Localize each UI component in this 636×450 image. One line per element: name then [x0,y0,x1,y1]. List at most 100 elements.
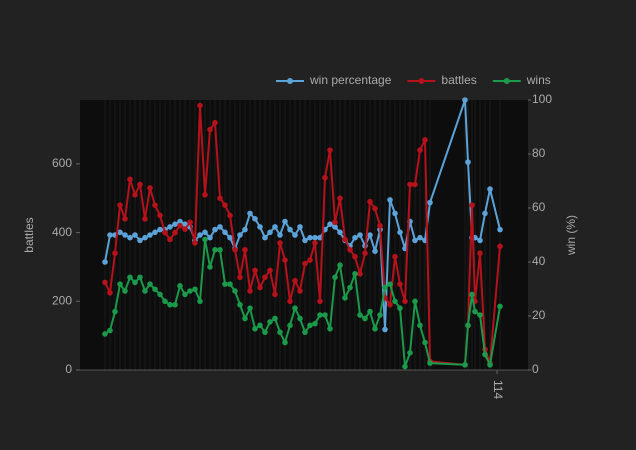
data-point [322,174,328,181]
data-point [392,298,398,305]
data-point [142,288,148,294]
data-point [392,210,398,217]
data-point [372,325,378,332]
data-point [292,305,298,311]
data-point [412,237,418,244]
data-point [487,362,493,368]
y2-tick-label: 80 [532,146,546,160]
data-point [402,363,408,370]
data-point [107,289,113,296]
legend-marker [418,78,425,84]
data-point [422,339,428,346]
data-point [117,229,123,236]
data-point [332,219,338,226]
y-tick-label: 400 [52,225,72,239]
data-point [312,234,318,241]
data-point [202,192,208,198]
data-point [172,301,178,308]
data-point [202,236,208,243]
data-point [232,246,238,253]
data-point [357,312,363,318]
data-point [497,303,503,310]
data-point [332,274,338,281]
data-point [327,221,333,227]
data-point [247,288,253,294]
data-point [257,284,263,291]
data-point [312,320,318,327]
data-point [412,181,418,188]
data-point [427,199,433,206]
data-point [347,246,353,253]
data-point [477,312,483,318]
data-point [352,253,358,260]
data-point [152,202,158,208]
data-point [237,274,243,281]
data-point [292,277,298,284]
data-point [397,229,403,236]
data-point [247,210,253,217]
data-point [167,301,173,308]
y-tick-label: 600 [52,156,72,170]
data-point [382,326,388,333]
data-point [272,224,278,230]
data-point [462,362,468,368]
legend-label: win percentage [309,73,392,87]
data-point [242,226,248,233]
data-point [342,236,348,243]
data-point [392,253,398,260]
data-point [327,147,333,153]
data-point [362,250,368,257]
data-point [312,240,318,246]
data-point [102,259,108,265]
data-point [197,102,203,109]
data-point [367,308,373,315]
data-point [242,315,248,322]
data-point [337,229,343,236]
data-point [177,218,183,225]
y-tick-label: 200 [52,293,72,307]
data-point [277,240,283,246]
data-point [282,339,288,346]
data-point [237,301,243,308]
data-point [207,126,213,133]
y2-axis-label: win (%) [564,215,578,256]
data-point [307,234,313,241]
data-point [337,262,343,269]
data-point [307,322,313,329]
data-point [422,137,428,143]
data-point [227,212,233,219]
data-point [465,159,471,165]
data-point [372,205,378,212]
data-point [222,202,228,208]
data-point [347,284,353,291]
data-point [469,202,475,208]
data-point [237,232,243,238]
data-point [352,271,358,277]
data-point [302,237,308,244]
data-point [477,250,483,257]
data-point [282,257,288,263]
data-point [252,267,258,274]
data-point [257,224,263,230]
data-point [127,234,133,241]
data-point [497,243,503,250]
data-point [267,229,273,236]
data-point [187,288,193,294]
data-point [137,237,143,244]
data-point [262,329,268,336]
data-point [287,298,293,305]
data-point [217,224,223,230]
data-point [137,274,143,281]
data-point [137,181,143,188]
legend-marker [503,78,510,84]
data-point [462,97,468,103]
data-point [387,281,393,287]
data-point [362,315,368,322]
data-point [207,234,213,241]
data-point [127,176,133,183]
y2-tick-label: 100 [532,92,552,106]
data-point [182,226,188,232]
data-point [252,325,258,332]
y2-tick-label: 40 [532,254,546,268]
data-point [112,250,118,257]
